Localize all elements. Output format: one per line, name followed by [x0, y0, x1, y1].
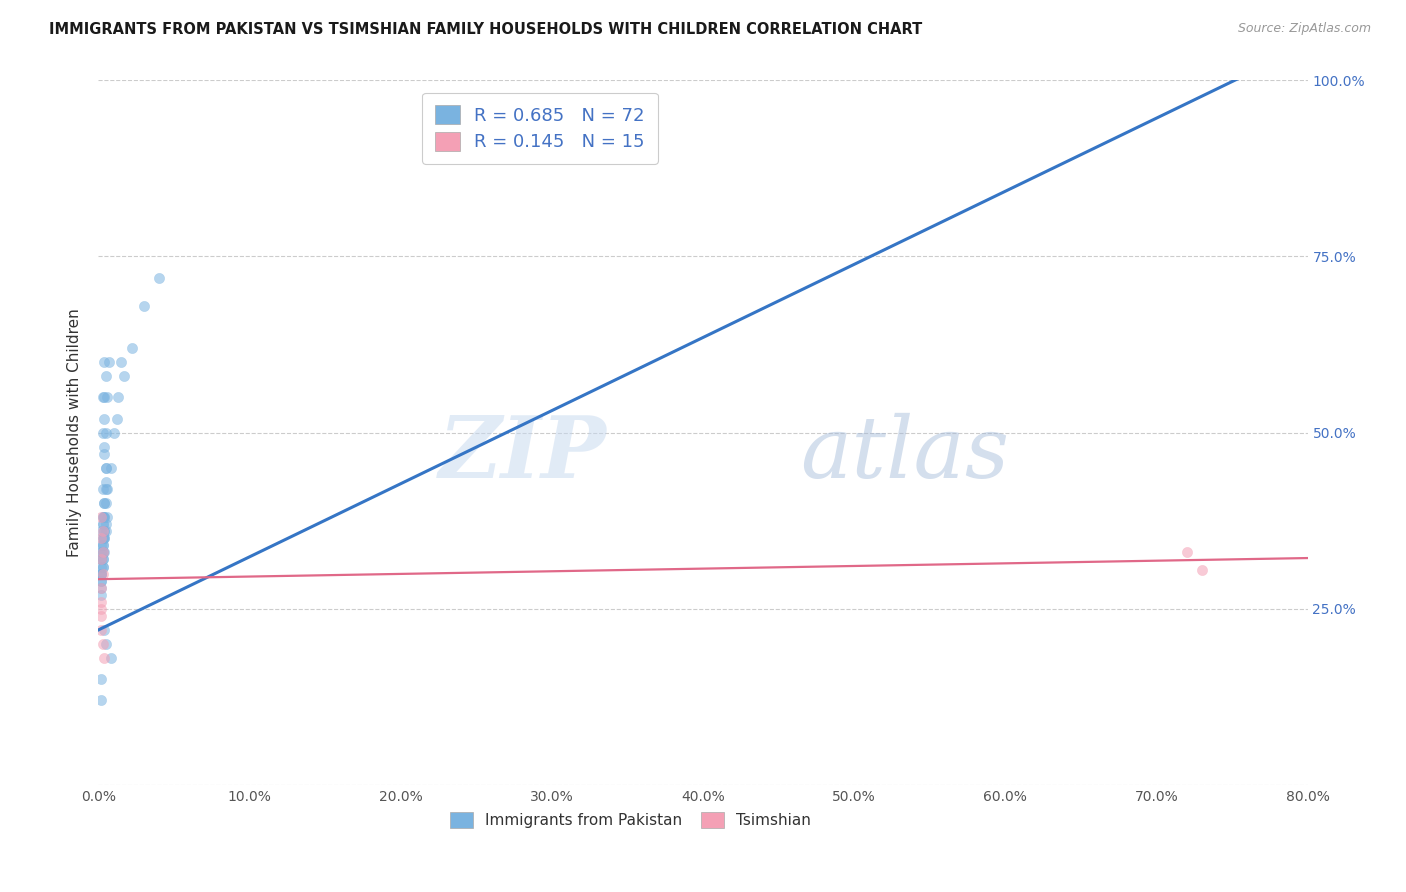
Point: [90, 581, 112, 595]
Point: [90, 588, 112, 602]
Point: [90, 608, 112, 623]
Point: [121, 341, 143, 355]
Point: [93, 545, 115, 559]
Point: [91, 552, 114, 566]
Point: [93, 355, 115, 369]
Point: [132, 299, 155, 313]
Point: [91, 566, 114, 581]
Point: [1191, 563, 1213, 577]
Point: [93, 496, 115, 510]
Point: [91, 538, 114, 552]
Point: [91, 517, 114, 532]
Point: [91, 510, 114, 524]
Point: [91, 532, 114, 546]
Point: [90, 559, 112, 574]
Point: [91, 425, 114, 440]
Point: [90, 545, 112, 559]
Point: [98, 355, 121, 369]
Point: [93, 510, 115, 524]
Point: [93, 411, 115, 425]
Point: [90, 566, 112, 581]
Point: [93, 532, 115, 546]
Point: [91, 545, 114, 559]
Point: [91, 532, 114, 546]
Point: [90, 595, 112, 609]
Point: [90, 552, 112, 566]
Point: [91, 391, 114, 405]
Point: [90, 566, 112, 581]
Point: [96, 510, 118, 524]
Point: [91, 517, 114, 532]
Point: [91, 545, 114, 559]
Point: [90, 623, 112, 637]
Point: [90, 566, 112, 581]
Point: [94, 460, 117, 475]
Point: [93, 651, 115, 665]
Point: [90, 601, 112, 615]
Point: [94, 475, 117, 489]
Point: [93, 440, 115, 454]
Point: [94, 482, 117, 496]
Point: [94, 369, 117, 384]
Point: [90, 524, 112, 539]
Text: Source: ZipAtlas.com: Source: ZipAtlas.com: [1237, 22, 1371, 36]
Point: [112, 369, 135, 384]
Point: [90, 552, 112, 566]
Point: [94, 425, 117, 440]
Point: [103, 425, 125, 440]
Point: [91, 559, 114, 574]
Point: [91, 482, 114, 496]
Point: [94, 524, 117, 539]
Point: [96, 482, 118, 496]
Point: [91, 559, 114, 574]
Point: [96, 391, 118, 405]
Point: [90, 552, 112, 566]
Point: [93, 524, 115, 539]
Point: [93, 496, 115, 510]
Point: [110, 355, 132, 369]
Point: [105, 411, 128, 425]
Point: [107, 391, 129, 405]
Point: [94, 517, 117, 532]
Point: [94, 460, 117, 475]
Point: [90, 566, 112, 581]
Point: [1175, 545, 1198, 559]
Point: [90, 673, 112, 687]
Text: atlas: atlas: [800, 412, 1010, 495]
Point: [91, 524, 114, 539]
Point: [90, 693, 112, 707]
Point: [91, 545, 114, 559]
Point: [94, 637, 117, 651]
Point: [90, 510, 112, 524]
Point: [93, 510, 115, 524]
Point: [90, 574, 112, 588]
Y-axis label: Family Households with Children: Family Households with Children: [67, 309, 83, 557]
Point: [93, 391, 115, 405]
Point: [93, 623, 115, 637]
Point: [94, 496, 117, 510]
Point: [93, 532, 115, 546]
Point: [90, 538, 112, 552]
Point: [91, 637, 114, 651]
Point: [91, 538, 114, 552]
Point: [90, 574, 112, 588]
Point: [148, 270, 170, 285]
Point: [90, 581, 112, 595]
Point: [100, 651, 122, 665]
Text: IMMIGRANTS FROM PAKISTAN VS TSIMSHIAN FAMILY HOUSEHOLDS WITH CHILDREN CORRELATIO: IMMIGRANTS FROM PAKISTAN VS TSIMSHIAN FA…: [49, 22, 922, 37]
Point: [93, 447, 115, 461]
Point: [91, 552, 114, 566]
Legend: Immigrants from Pakistan, Tsimshian: Immigrants from Pakistan, Tsimshian: [441, 803, 820, 838]
Point: [100, 460, 122, 475]
Point: [90, 532, 112, 546]
Point: [93, 524, 115, 539]
Point: [91, 510, 114, 524]
Text: ZIP: ZIP: [439, 412, 606, 496]
